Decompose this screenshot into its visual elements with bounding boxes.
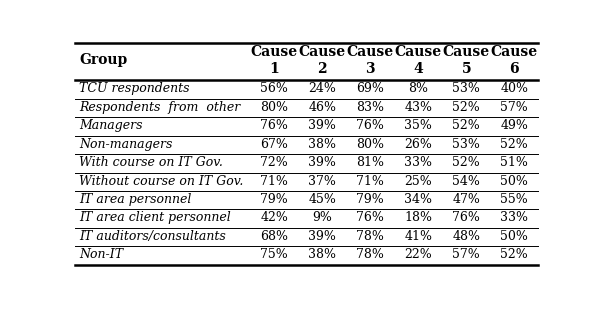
Text: 79%: 79% — [356, 193, 384, 206]
Text: 76%: 76% — [356, 119, 384, 132]
Text: 50%: 50% — [501, 174, 528, 188]
Text: 57%: 57% — [452, 248, 480, 261]
Text: 71%: 71% — [260, 174, 288, 188]
Text: 34%: 34% — [404, 193, 432, 206]
Text: 38%: 38% — [308, 248, 336, 261]
Text: 2: 2 — [318, 62, 327, 76]
Text: 78%: 78% — [356, 230, 384, 243]
Text: 6: 6 — [509, 62, 519, 76]
Text: 55%: 55% — [501, 193, 528, 206]
Text: Group: Group — [80, 53, 127, 67]
Text: Without course on IT Gov.: Without course on IT Gov. — [80, 174, 244, 188]
Text: 40%: 40% — [500, 82, 528, 95]
Text: IT area personnel: IT area personnel — [80, 193, 192, 206]
Text: 83%: 83% — [356, 101, 384, 114]
Text: 52%: 52% — [452, 156, 480, 169]
Text: Non-managers: Non-managers — [80, 138, 173, 151]
Text: 76%: 76% — [356, 211, 384, 225]
Text: 41%: 41% — [404, 230, 432, 243]
Text: Cause: Cause — [443, 45, 490, 59]
Text: 51%: 51% — [501, 156, 528, 169]
Text: Cause: Cause — [251, 45, 298, 59]
Text: With course on IT Gov.: With course on IT Gov. — [80, 156, 223, 169]
Text: 22%: 22% — [404, 248, 432, 261]
Text: 35%: 35% — [404, 119, 432, 132]
Text: 76%: 76% — [452, 211, 480, 225]
Text: IT area client personnel: IT area client personnel — [80, 211, 231, 225]
Text: Cause: Cause — [490, 45, 538, 59]
Text: 42%: 42% — [260, 211, 288, 225]
Text: 57%: 57% — [501, 101, 528, 114]
Text: Respondents  from  other: Respondents from other — [80, 101, 240, 114]
Text: 5: 5 — [462, 62, 471, 76]
Text: 49%: 49% — [501, 119, 528, 132]
Text: TCU respondents: TCU respondents — [80, 82, 190, 95]
Text: 37%: 37% — [308, 174, 336, 188]
Text: 67%: 67% — [260, 138, 288, 151]
Text: 18%: 18% — [404, 211, 432, 225]
Text: 3: 3 — [365, 62, 375, 76]
Text: 4: 4 — [413, 62, 423, 76]
Text: 1: 1 — [269, 62, 279, 76]
Text: Non-IT: Non-IT — [80, 248, 124, 261]
Text: 45%: 45% — [308, 193, 336, 206]
Text: 33%: 33% — [404, 156, 432, 169]
Text: 33%: 33% — [500, 211, 528, 225]
Text: 80%: 80% — [260, 101, 288, 114]
Text: 79%: 79% — [260, 193, 288, 206]
Text: 26%: 26% — [404, 138, 432, 151]
Text: 39%: 39% — [308, 156, 336, 169]
Text: 68%: 68% — [260, 230, 288, 243]
Text: 69%: 69% — [356, 82, 384, 95]
Text: Cause: Cause — [298, 45, 346, 59]
Text: 78%: 78% — [356, 248, 384, 261]
Text: 52%: 52% — [452, 119, 480, 132]
Text: 54%: 54% — [452, 174, 480, 188]
Text: 48%: 48% — [452, 230, 480, 243]
Text: 71%: 71% — [356, 174, 384, 188]
Text: 52%: 52% — [452, 101, 480, 114]
Text: 8%: 8% — [408, 82, 428, 95]
Text: 24%: 24% — [308, 82, 336, 95]
Text: 39%: 39% — [308, 230, 336, 243]
Text: 9%: 9% — [312, 211, 332, 225]
Text: 25%: 25% — [404, 174, 432, 188]
Text: 52%: 52% — [501, 248, 528, 261]
Text: Cause: Cause — [347, 45, 393, 59]
Text: 47%: 47% — [452, 193, 480, 206]
Text: 39%: 39% — [308, 119, 336, 132]
Text: 75%: 75% — [260, 248, 288, 261]
Text: 56%: 56% — [260, 82, 288, 95]
Text: 50%: 50% — [501, 230, 528, 243]
Text: 76%: 76% — [260, 119, 288, 132]
Text: 52%: 52% — [501, 138, 528, 151]
Text: 53%: 53% — [452, 138, 480, 151]
Text: Managers: Managers — [80, 119, 143, 132]
Text: IT auditors/consultants: IT auditors/consultants — [80, 230, 226, 243]
Text: 53%: 53% — [452, 82, 480, 95]
Text: Cause: Cause — [395, 45, 442, 59]
Text: 38%: 38% — [308, 138, 336, 151]
Text: 43%: 43% — [404, 101, 432, 114]
Text: 46%: 46% — [308, 101, 336, 114]
Text: 81%: 81% — [356, 156, 384, 169]
Text: 72%: 72% — [260, 156, 288, 169]
Text: 80%: 80% — [356, 138, 384, 151]
